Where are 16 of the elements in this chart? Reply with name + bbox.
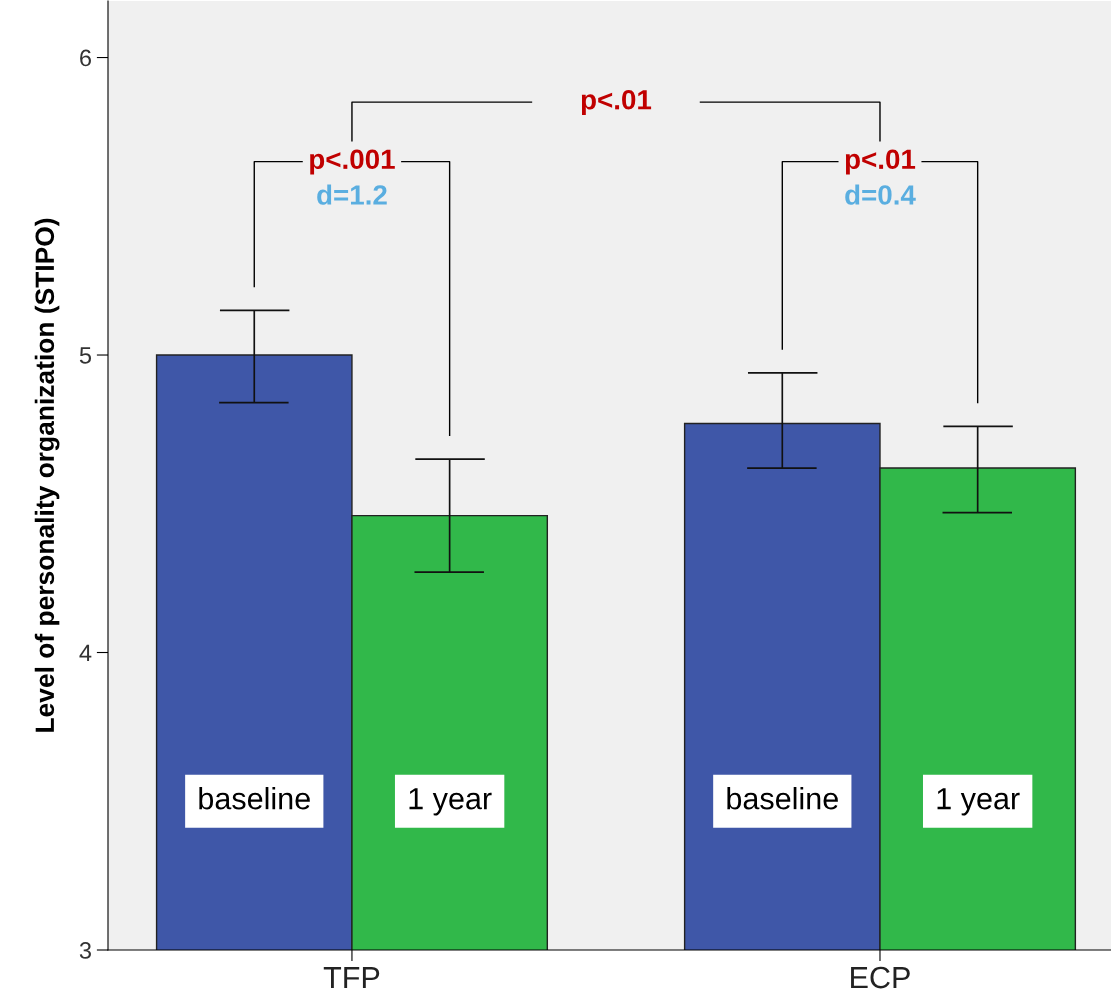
annotation: p<.01 bbox=[581, 89, 652, 116]
y-tick-label: 4 bbox=[79, 644, 92, 662]
annotation: d=1.2 bbox=[317, 184, 387, 205]
y-tick-label: 6 bbox=[80, 49, 91, 67]
annotation: p<.01 bbox=[845, 149, 916, 175]
series-label: 1 year bbox=[409, 788, 492, 816]
x-tick-label: ECP bbox=[851, 966, 910, 989]
text: 1 year bbox=[937, 788, 1020, 816]
annotation: d=0.4 bbox=[845, 184, 916, 205]
y-tick-label: 5 bbox=[79, 347, 92, 364]
y-axis-title: Level of personality organization (STIPO) bbox=[34, 218, 60, 732]
annotation: p<.001 bbox=[310, 149, 395, 175]
text: baseline bbox=[727, 787, 838, 810]
y-tick-label: 3 bbox=[79, 942, 91, 959]
series-label: baseline bbox=[199, 787, 310, 810]
x-tick-label: TFP bbox=[323, 967, 380, 989]
